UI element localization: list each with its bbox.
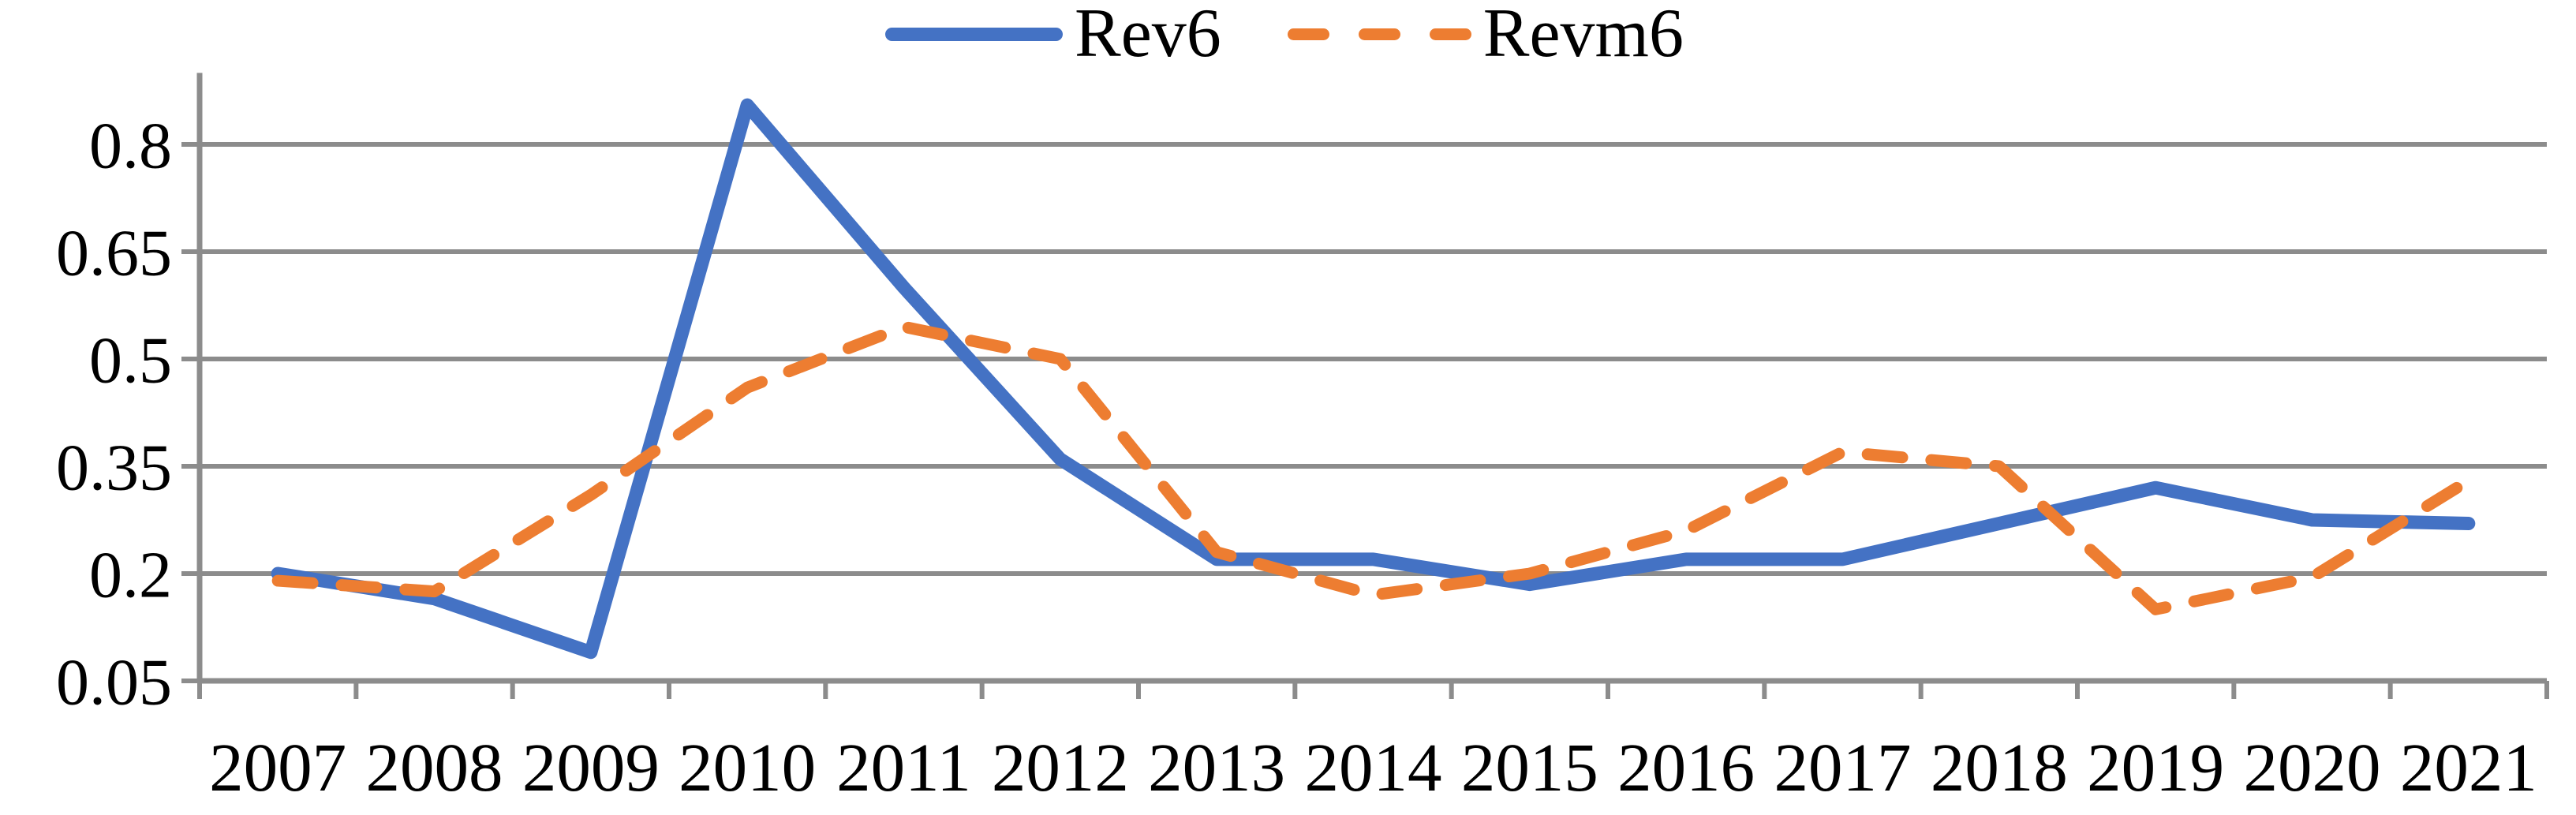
y-tick-label: 0.35 [56, 432, 172, 505]
x-tick-label: 2012 [992, 729, 1129, 806]
x-tick-label: 2009 [522, 729, 660, 806]
x-tick-label: 2007 [209, 729, 346, 806]
series-line-revm6 [271, 320, 2475, 615]
legend-item-rev6: Rev6 [885, 0, 1221, 72]
legend: Rev6 Revm6 [885, 0, 1684, 72]
x-tick-label: 2008 [366, 729, 503, 806]
x-tick-label: 2013 [1148, 729, 1285, 806]
legend-label-revm6: Revm6 [1482, 0, 1684, 72]
y-tick-label: 0.8 [89, 110, 172, 183]
y-tick-label: 0.5 [89, 324, 172, 398]
legend-item-revm6: Revm6 [1287, 0, 1684, 72]
x-tick-label: 2010 [679, 729, 816, 806]
legend-solid-line-icon [885, 27, 1063, 41]
x-tick-label: 2020 [2244, 729, 2381, 806]
y-tick-label: 0.65 [56, 217, 172, 290]
legend-dashed-line-icon [1287, 28, 1471, 40]
series-line-rev6 [271, 98, 2476, 660]
legend-label-rev6: Rev6 [1075, 0, 1221, 72]
y-tick-label: 0.05 [56, 646, 172, 720]
x-tick-label: 2015 [1461, 729, 1598, 806]
y-tick-label: 0.2 [89, 539, 172, 612]
x-tick-label: 2017 [1774, 729, 1912, 806]
x-tick-label: 2016 [1617, 729, 1755, 806]
x-tick-label: 2021 [2400, 729, 2537, 806]
x-tick-label: 2011 [836, 729, 971, 806]
x-tick-label: 2018 [1931, 729, 2068, 806]
x-tick-label: 2014 [1305, 729, 1442, 806]
x-tick-label: 2019 [2087, 729, 2224, 806]
